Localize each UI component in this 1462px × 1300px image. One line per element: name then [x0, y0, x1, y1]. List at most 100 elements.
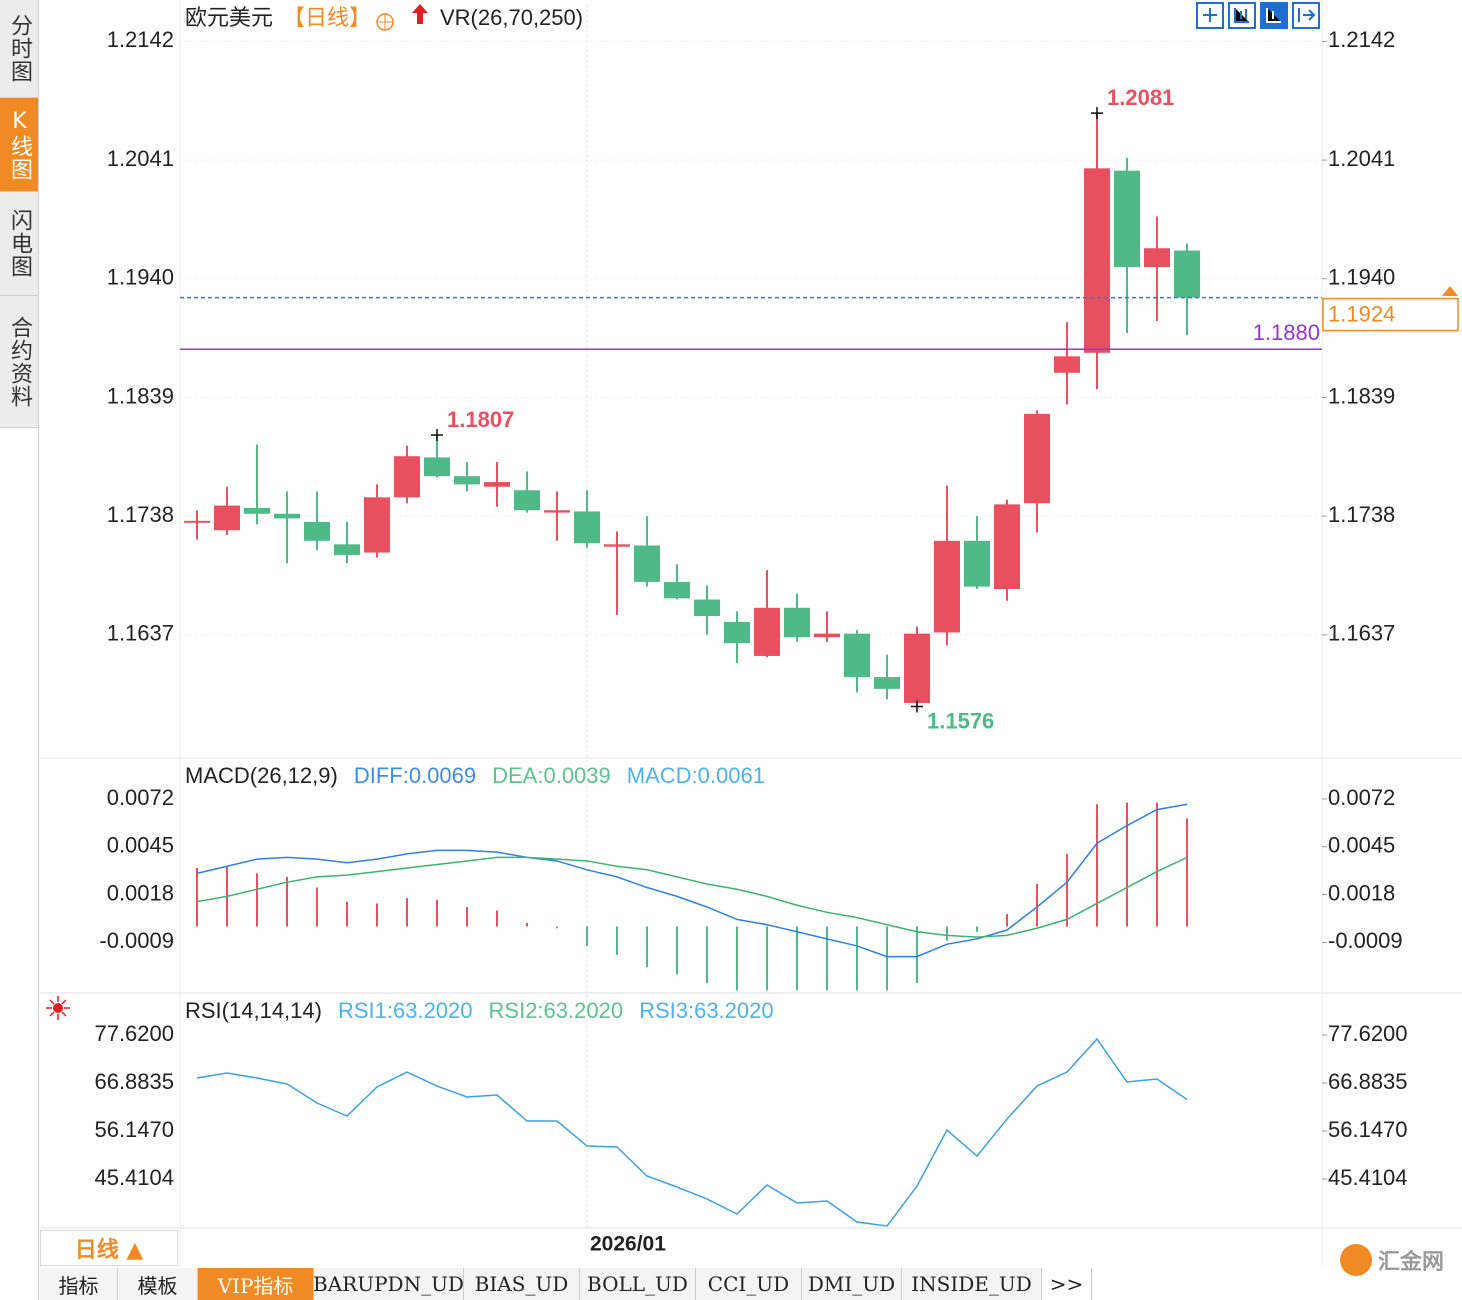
y-tick-label: 56.1470 — [94, 1117, 174, 1142]
candle-body — [844, 633, 870, 678]
legend-item: RSI(14,14,14) — [185, 998, 322, 1023]
candle-body — [664, 581, 690, 599]
rsi-icon[interactable] — [46, 996, 70, 1020]
period: 【日线】 — [283, 5, 371, 30]
sidebar-tab[interactable]: 分时图 — [0, 0, 38, 98]
candle-body — [394, 456, 420, 498]
candle-body — [1054, 356, 1080, 373]
y-tick-label-right: 0.0018 — [1328, 880, 1395, 905]
extreme-marker — [1091, 107, 1103, 120]
legend-item: RSI3:63.2020 — [639, 998, 774, 1023]
candle-body — [364, 497, 390, 553]
indicator-name: VR(26,70,250) — [440, 5, 583, 30]
candle-body — [1114, 170, 1140, 268]
candle-body — [424, 457, 450, 477]
y-tick-label: 66.8835 — [94, 1069, 174, 1094]
y-tick-label: 0.0045 — [107, 833, 174, 858]
indicator-line — [196, 856, 1188, 938]
candle-body — [634, 545, 660, 582]
extreme-label: 1.1807 — [447, 407, 514, 432]
y-tick-label-right: 1.2142 — [1328, 27, 1395, 52]
bottom-tab[interactable]: VIP指标 — [198, 1268, 314, 1300]
y-tick-label: -0.0009 — [99, 928, 174, 953]
indicator-line — [196, 803, 1188, 958]
extreme-marker — [431, 429, 443, 442]
y-tick-label-right: 1.1738 — [1328, 502, 1395, 527]
bottom-tab[interactable]: INSIDE_UD — [902, 1268, 1042, 1300]
candle-body — [934, 540, 960, 633]
bottom-tab[interactable]: BARUPDN_UD — [313, 1268, 464, 1300]
legend-item: DEA:0.0039 — [492, 763, 611, 788]
candle-body — [514, 490, 540, 511]
candle-body — [1024, 413, 1050, 504]
logo-text: 汇金网 — [1378, 1250, 1445, 1275]
candle-body — [874, 677, 900, 689]
candle-body — [454, 476, 480, 485]
y-tick-label: 0.0018 — [107, 880, 174, 905]
y-tick-label: 45.4104 — [94, 1165, 174, 1190]
logo-icon — [1340, 1244, 1372, 1276]
candle-body — [694, 599, 720, 616]
candle-body — [334, 544, 360, 555]
candle-body — [184, 520, 210, 523]
y-tick-label: 1.1940 — [107, 265, 174, 290]
y-tick-label: 77.6200 — [94, 1021, 174, 1046]
candle-body — [754, 607, 780, 656]
candle-body — [904, 633, 930, 703]
bottom-tab[interactable]: >> — [1042, 1268, 1092, 1300]
price-arrow — [1442, 286, 1458, 296]
candle-body — [814, 633, 840, 638]
sidebar-tab[interactable]: 合约资料 — [0, 296, 38, 428]
candle-body — [604, 544, 630, 547]
y-tick-label: 1.1637 — [107, 621, 174, 646]
legend-item: MACD:0.0061 — [627, 763, 765, 788]
bottom-tab[interactable]: BIAS_UD — [464, 1268, 580, 1300]
sidebar-tab[interactable]: K线图 — [0, 98, 38, 192]
candle-body — [994, 504, 1020, 589]
bottom-tab[interactable]: DMI_UD — [802, 1268, 902, 1300]
bottom-tabs: 指标 模板 VIP指标 BARUPDN_UD BIAS_UD BOLL_UD CCI_UD D… — [40, 1268, 1092, 1300]
bottom-tab[interactable]: 指标 — [40, 1268, 118, 1300]
y-tick-label: 1.2142 — [107, 27, 174, 52]
y-tick-label: 1.2041 — [107, 146, 174, 171]
candle-body — [1084, 168, 1110, 353]
x-tick-label: 2026/01 — [590, 1233, 666, 1256]
y-tick-label-right: -0.0009 — [1328, 928, 1403, 953]
y-tick-label-right: 45.4104 — [1328, 1165, 1408, 1190]
sidebar: 分时图 K线图 闪电图 合约资料 — [0, 0, 39, 1300]
indicator-icon[interactable] — [412, 4, 428, 24]
extreme-marker — [911, 700, 923, 713]
candle-body — [784, 607, 810, 638]
bottom-tab[interactable]: BOLL_UD — [580, 1268, 696, 1300]
bottom-tab[interactable]: 模板 — [118, 1268, 198, 1300]
candle-body — [214, 505, 240, 531]
y-tick-label-right: 77.6200 — [1328, 1021, 1408, 1046]
y-tick-label: 1.1738 — [107, 502, 174, 527]
y-tick-label-right: 1.1637 — [1328, 621, 1395, 646]
y-tick-label-right: 56.1470 — [1328, 1117, 1408, 1142]
y-tick-label-right: 0.0045 — [1328, 833, 1395, 858]
candle-body — [1174, 250, 1200, 298]
y-tick-label-right: 0.0072 — [1328, 785, 1395, 810]
candle-body — [244, 507, 270, 514]
candle-body — [724, 621, 750, 644]
legend-item: MACD(26,12,9) — [185, 763, 338, 788]
extreme-label: 1.2081 — [1107, 85, 1174, 110]
y-tick-label: 1.1839 — [107, 383, 174, 408]
indicator-line — [196, 1037, 1188, 1227]
candle-body — [544, 510, 570, 513]
candle-body — [1144, 248, 1170, 268]
period-tab[interactable]: 日线 ▲ — [40, 1230, 178, 1266]
y-tick-label-right: 1.2041 — [1328, 146, 1395, 171]
legend-item: DIFF:0.0069 — [354, 763, 476, 788]
settings-icon[interactable] — [376, 13, 394, 31]
bottom-tab[interactable]: CCI_UD — [696, 1268, 802, 1300]
price-label-box — [1322, 297, 1459, 332]
toolbar[interactable] — [1196, 2, 1320, 29]
candle-body — [274, 513, 300, 519]
price-label: 1.1924 — [1328, 301, 1395, 326]
sidebar-tab[interactable]: 闪电图 — [0, 192, 38, 296]
y-tick-label-right: 1.1940 — [1328, 265, 1395, 290]
